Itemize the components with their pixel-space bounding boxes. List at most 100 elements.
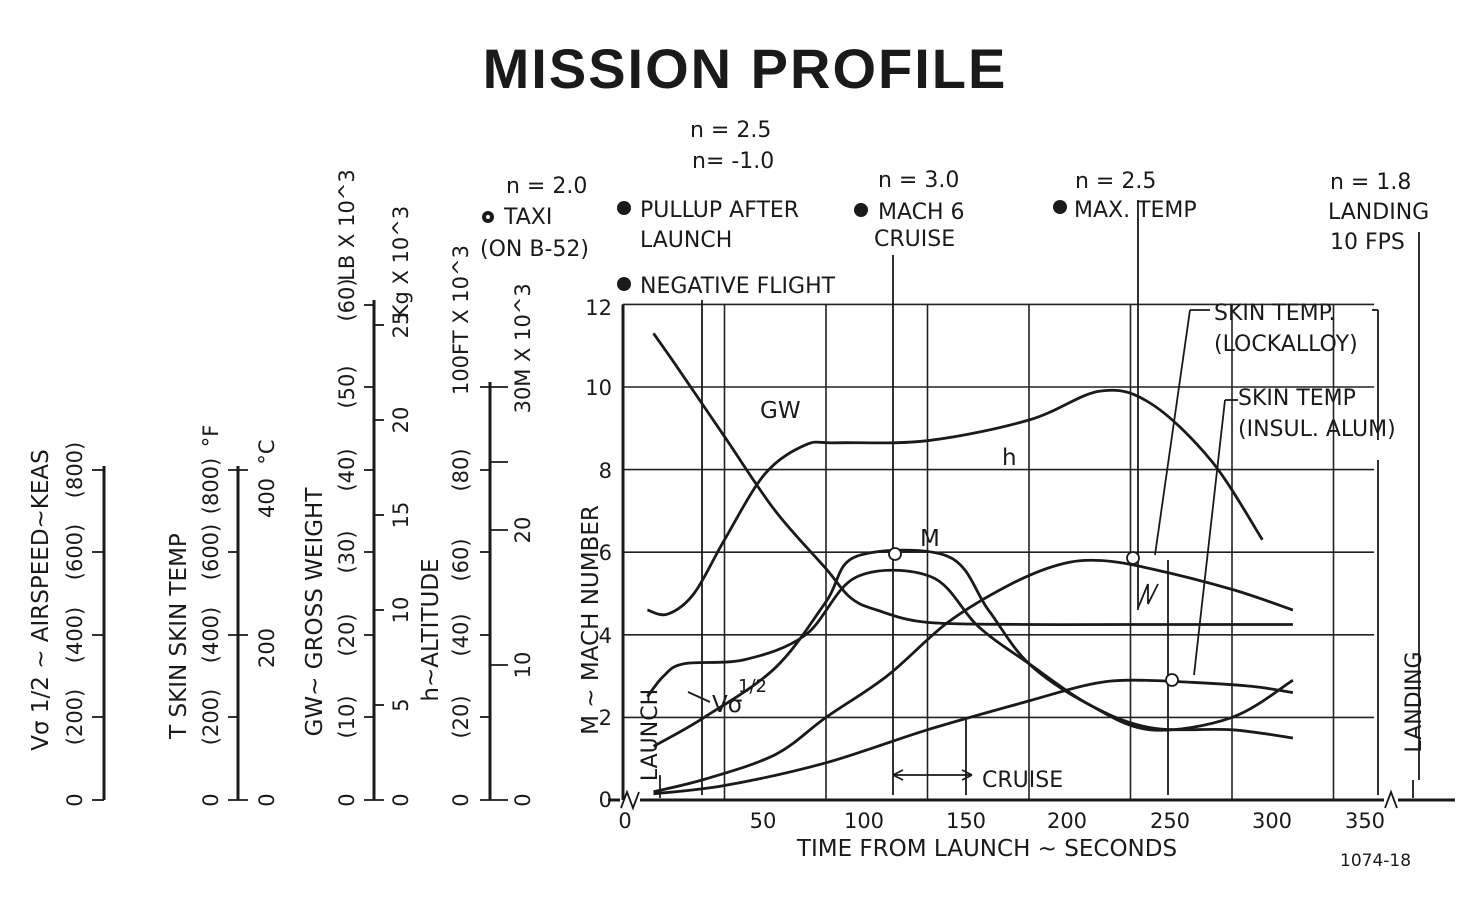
x-tick-label: 150	[946, 809, 986, 833]
gross-weight-axis-label: GW~ GROSS WEIGHT	[302, 487, 328, 737]
negative-load-factor: n= -1.0	[692, 149, 774, 174]
altitude-m-tick: 0	[511, 793, 535, 806]
skin-temp-f-tick: (600)	[199, 524, 223, 580]
m-curve-label: M	[920, 526, 940, 552]
altitude-ft-tick: 100	[449, 355, 473, 395]
skin-temp-f-tick: (400)	[199, 607, 223, 663]
y-tick-label: 8	[599, 459, 612, 483]
x-tick-label: 250	[1150, 809, 1190, 833]
gross-weight-lb-tick: (20)	[335, 613, 359, 656]
cruise-bullet	[854, 203, 868, 217]
skin-temp-insul-label: SKIN TEMP	[1238, 386, 1356, 411]
skin-temp-f-tick: (200)	[199, 689, 223, 745]
gross-weight-lb-tick: 0	[335, 793, 359, 806]
x-tick-label: 350	[1345, 809, 1385, 833]
altitude-m-unit: M X 10^3	[511, 283, 535, 387]
gw-curve-label: GW	[760, 398, 801, 424]
skin-temp-c-tick: 200	[255, 628, 279, 668]
chart-title: MISSION PROFILE	[483, 37, 1008, 100]
curves-layer	[646, 332, 1294, 796]
series-line-h	[646, 388, 1264, 617]
skin-temp-lockalloy-label: SKIN TEMP.	[1214, 301, 1335, 326]
gross-weight-lb-tick: (30)	[335, 530, 359, 573]
skin-temp-insul-label-sub: (INSUL. ALUM)	[1238, 417, 1396, 442]
x-tick-labels: 0 50 100 150 200 250 300 350	[618, 809, 1385, 833]
y-tick-label: 10	[585, 376, 612, 400]
x-axis-label: TIME FROM LAUNCH ~ SECONDS	[796, 836, 1177, 862]
series-line-skin-temp-insul-alum	[653, 678, 1294, 796]
taxi-label-sub: (ON B-52)	[480, 237, 589, 262]
event-lines	[659, 200, 1420, 798]
y-tick-label: 12	[585, 296, 612, 320]
launch-label: LAUNCH	[638, 689, 663, 781]
altitude-m-tick: 30	[511, 387, 535, 414]
negative-flight-label: NEGATIVE FLIGHT	[640, 274, 836, 299]
altitude-ft-tick: (20)	[449, 695, 473, 738]
landing-load-factor: n = 1.8	[1330, 170, 1411, 195]
grid-lines	[621, 303, 1375, 800]
y-tick-label: 2	[599, 706, 612, 730]
x-tick-label: 200	[1047, 809, 1087, 833]
x-tick-label: 50	[750, 809, 777, 833]
x-tick-label: 0	[618, 809, 631, 833]
v-curve-label-sup: 1/2	[738, 676, 767, 697]
gross-weight-lb-unit: LB X 10^3	[335, 169, 359, 281]
airspeed-tick: (600)	[63, 524, 87, 580]
negative-flight-bullet	[617, 277, 631, 291]
skin-temp-lockalloy-label-sub: (LOCKALLOY)	[1214, 332, 1358, 357]
gross-weight-lb-tick: (10)	[335, 695, 359, 738]
gross-weight-kg-tick: 0	[389, 793, 413, 806]
annotations: n = 2.0 TAXI (ON B-52) n = 2.5 n= -1.0 P…	[480, 118, 1429, 781]
x-axis-baseline	[608, 789, 1455, 811]
airspeed-axis-label: Vσ 1/2 ~ AIRSPEED~KEAS	[28, 449, 54, 751]
cruise-mach-label-sub: CRUISE	[874, 227, 955, 252]
y-tick-labels: 0 2 4 6 8 10 12	[585, 296, 612, 812]
gross-weight-kg-tick: 15	[389, 502, 413, 529]
airspeed-tick: 0	[63, 793, 87, 806]
airspeed-scale: 0 (200) (400) (600) (800) Vσ 1/2 ~ AIRSP…	[28, 442, 106, 807]
skin-temp-axis-label: T SKIN SKIN TEMP	[166, 533, 192, 740]
y-tick-label: 4	[599, 624, 612, 648]
series-line-v-1-2	[646, 568, 1294, 732]
gross-weight-kg-unit: Kg X 10^3	[389, 206, 413, 319]
airspeed-tick: (400)	[63, 607, 87, 663]
gross-weight-lb-tick: (60)	[335, 278, 359, 321]
landing-event-label: LANDING	[1402, 651, 1427, 752]
cruise-dimension: CRUISE	[892, 718, 1063, 795]
altitude-ft-tick: (80)	[449, 448, 473, 491]
gross-weight-kg-tick: 25	[389, 312, 413, 339]
pullup-label-sub: LAUNCH	[640, 228, 732, 253]
max-temp-load-factor: n = 2.5	[1075, 169, 1156, 194]
landing-rate-label: 10 FPS	[1330, 230, 1405, 255]
y-tick-label: 0	[599, 788, 612, 812]
pullup-bullet	[617, 201, 631, 215]
gross-weight-kg-tick: 20	[389, 407, 413, 434]
x-tick-label: 100	[844, 809, 884, 833]
marker-circles	[888, 547, 1179, 687]
cruise-load-factor: n = 3.0	[878, 168, 959, 193]
y-tick-label: 6	[599, 541, 612, 565]
taxi-load-factor: n = 2.0	[506, 174, 587, 199]
gross-weight-lb-tick: (50)	[335, 365, 359, 408]
skin-temp-c-tick: 400	[255, 478, 279, 518]
skin-temp-f-unit: °F	[199, 425, 223, 448]
gross-weight-kg-tick: 10	[389, 597, 413, 624]
gross-weight-kg-tick: 5	[389, 698, 413, 711]
altitude-ft-tick: (40)	[449, 613, 473, 656]
airspeed-tick: (800)	[63, 442, 87, 498]
series-line-gw	[652, 332, 1293, 627]
gross-weight-lb-tick: (40)	[335, 448, 359, 491]
y-axis-label: M ~ MACH NUMBER	[578, 505, 604, 735]
v-curve-label-leader	[687, 691, 711, 703]
altitude-ft-tick: (60)	[449, 538, 473, 581]
landing-label: LANDING	[1328, 200, 1429, 225]
series-line-m	[652, 548, 1294, 748]
taxi-label: TAXI	[503, 205, 552, 230]
skin-temp-scale: 0 (200) (400) (600) (800) °F 0 200 400 °…	[166, 425, 279, 807]
skin-temp-f-tick: 0	[199, 793, 223, 806]
skin-temp-c-tick: 0	[255, 793, 279, 806]
altitude-m-tick: 10	[511, 652, 535, 679]
gross-weight-scale: 0 (10) (20) (30) (40) (50) (60) LB X 10^…	[302, 169, 413, 806]
altitude-axis-label: h~ALTITUDE	[418, 558, 444, 701]
